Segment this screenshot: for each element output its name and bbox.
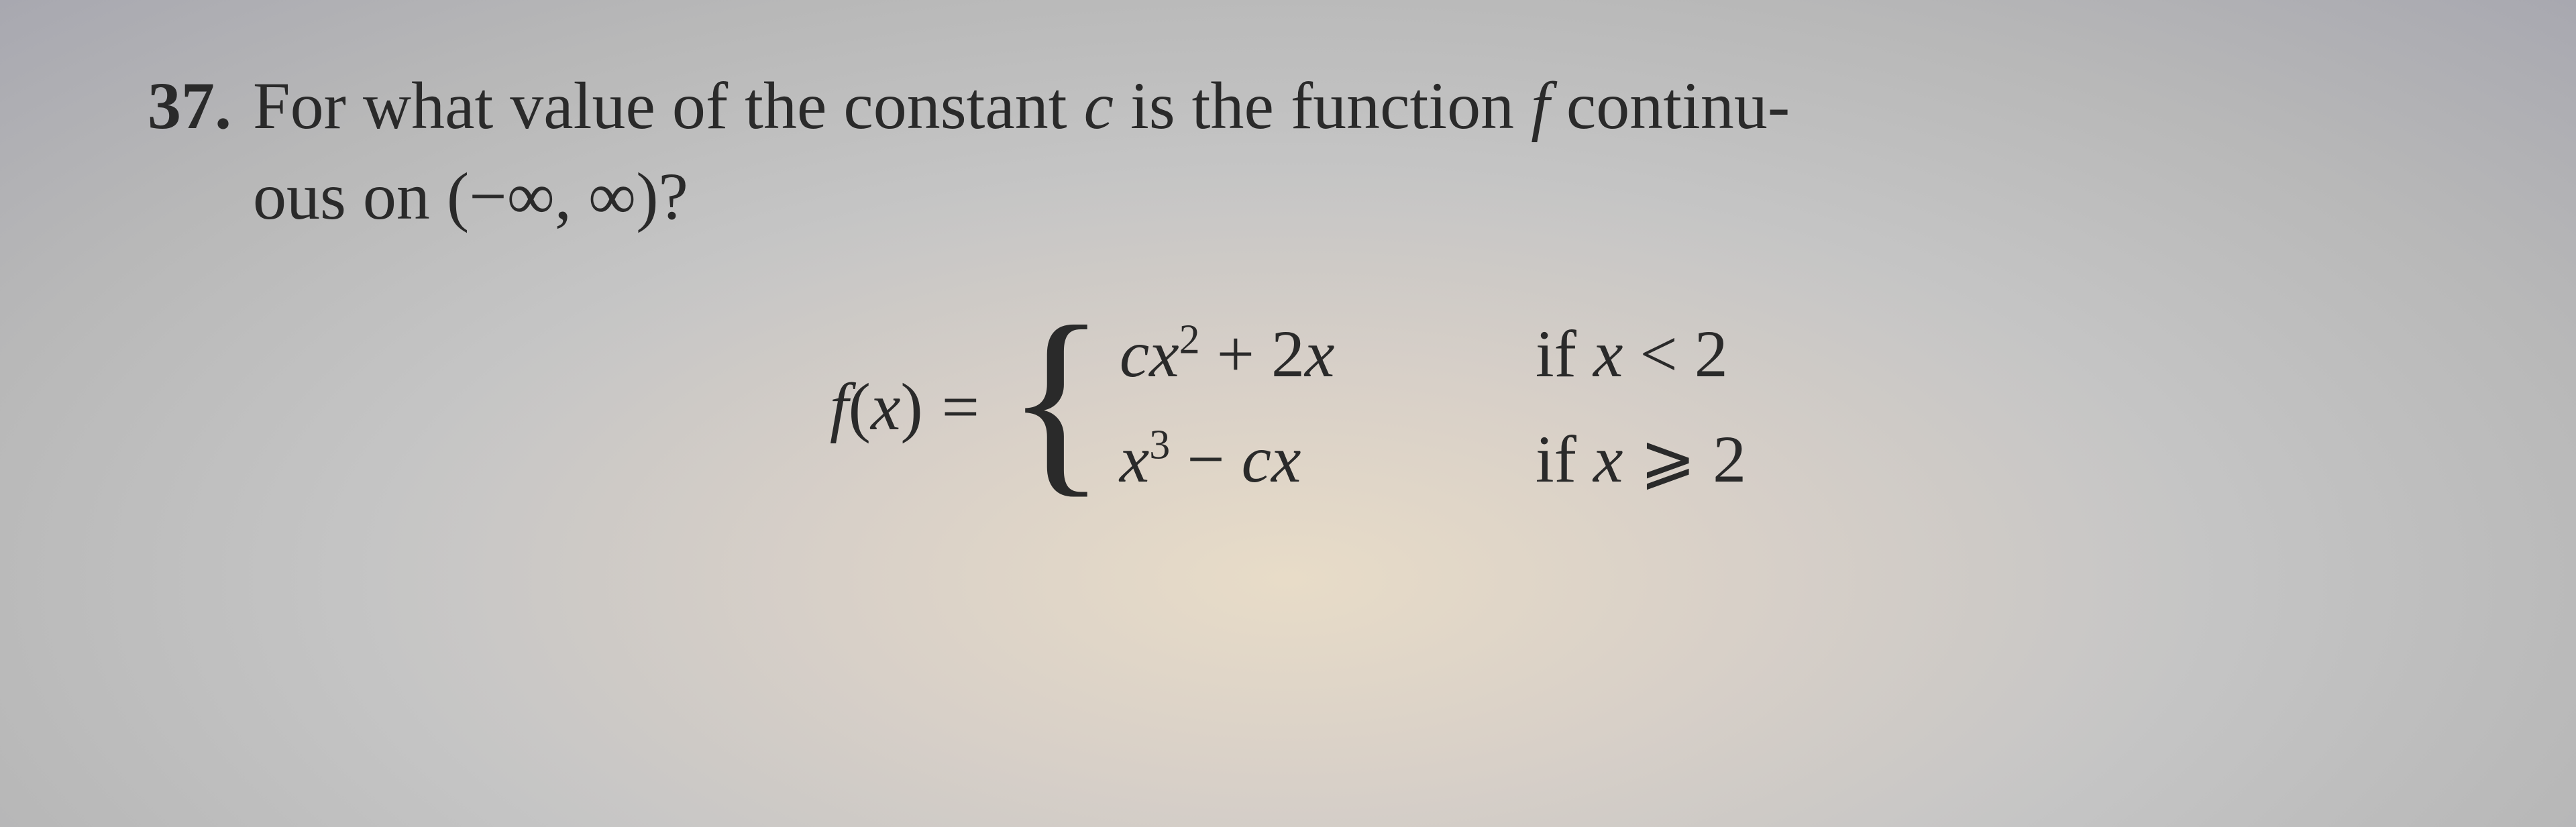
page: 37. For what value of the constant c is … [0, 0, 2576, 498]
function-f: f [1531, 68, 1550, 143]
case2-xvar: x [1593, 422, 1623, 496]
text-line2-part1: ous on [253, 159, 447, 233]
case2-minus: − [1170, 422, 1241, 496]
case1-exp: 2 [1179, 317, 1200, 363]
case1-expression: cx2 + 2x [1120, 315, 1495, 392]
case1-if: if [1536, 317, 1593, 391]
case2-rel: ⩾ [1623, 422, 1713, 496]
case1-two: 2 [1271, 317, 1305, 391]
case1-condition: if x < 2 [1536, 315, 1728, 392]
text-part3: continu- [1550, 68, 1790, 143]
case2-if: if [1536, 422, 1593, 496]
case1-x2: x [1305, 317, 1334, 391]
case-row-2: x3 − cx if x ⩾ 2 [1120, 419, 1746, 498]
case2-x: x [1120, 422, 1149, 496]
case1-x: x [1149, 317, 1179, 391]
case2-c: c [1242, 422, 1271, 496]
case2-expression: x3 − cx [1120, 421, 1495, 498]
case-row-1: cx2 + 2x if x < 2 [1120, 315, 1746, 392]
case2-val: 2 [1713, 422, 1746, 496]
problem-number: 37. [148, 60, 231, 151]
case2-x2: x [1271, 422, 1301, 496]
text-part1: For what value of the constant [253, 68, 1084, 143]
left-brace: { [1006, 315, 1106, 485]
cases-container: cx2 + 2x if x < 2 x3 − cx if x ⩾ 2 [1120, 315, 1746, 498]
piecewise-cases: { cx2 + 2x if x < 2 x3 − cx if x ⩾ 2 [1006, 315, 1746, 498]
case1-val: 2 [1695, 317, 1728, 391]
text-part2: is the function [1114, 68, 1531, 143]
case1-plus: + [1200, 317, 1271, 391]
interval: (−∞, ∞) [447, 159, 659, 233]
lhs-paren-close: ) [900, 370, 922, 444]
case2-exp: 3 [1149, 423, 1170, 468]
equals-sign: = [942, 368, 979, 445]
lhs-x: x [871, 370, 900, 444]
equation-block: f(x) = { cx2 + 2x if x < 2 x3 − cx [148, 315, 2428, 498]
case1-c: c [1120, 317, 1149, 391]
case1-xvar: x [1593, 317, 1623, 391]
equation-lhs: f(x) [830, 368, 923, 445]
constant-c: c [1084, 68, 1114, 143]
problem-block: 37. For what value of the constant c is … [148, 60, 2428, 241]
lhs-f: f [830, 370, 849, 444]
case2-condition: if x ⩾ 2 [1536, 419, 1746, 498]
case1-rel: < [1623, 317, 1694, 391]
text-line2-part2: ? [659, 159, 688, 233]
lhs-paren-open: ( [849, 370, 871, 444]
problem-text: For what value of the constant c is the … [253, 60, 2428, 241]
